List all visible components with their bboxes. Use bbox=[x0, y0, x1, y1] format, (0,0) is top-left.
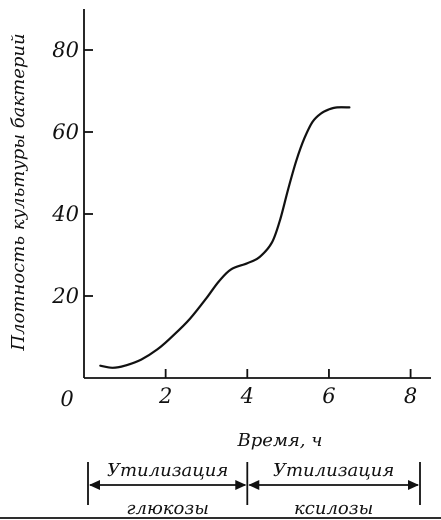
x-tick-label-8: 8 bbox=[404, 384, 417, 408]
y-axis-title: Плотность культуры бактерий bbox=[8, 33, 29, 351]
arrowhead-right-1 bbox=[235, 480, 247, 490]
arrowhead-right-2 bbox=[408, 480, 419, 490]
origin-label: 0 bbox=[60, 387, 73, 411]
growth-curve bbox=[99, 106, 351, 369]
y-tick-label-60: 60 bbox=[52, 120, 79, 144]
tick-group: 20 40 60 80 2 4 6 8 bbox=[51, 38, 417, 408]
arrowhead-left-2 bbox=[248, 480, 260, 490]
phase-label-bottom-2: ксилозы bbox=[294, 498, 373, 519]
x-tick-label-2: 2 bbox=[158, 384, 172, 408]
x-tick-label-6: 6 bbox=[322, 384, 335, 408]
y-tick-label-40: 40 bbox=[51, 202, 79, 226]
phase-label-top-2: Утилизация bbox=[273, 460, 394, 481]
arrowhead-left-1 bbox=[89, 480, 100, 490]
y-tick-label-20: 20 bbox=[51, 284, 79, 308]
x-tick-label-4: 4 bbox=[240, 384, 254, 408]
phase-label-bottom-1: глюкозы bbox=[126, 498, 208, 519]
x-axis-title: Время, ч bbox=[237, 430, 323, 451]
phase-bar: Утилизация глюкозы Утилизация ксилозы bbox=[87, 460, 421, 519]
y-tick-label-80: 80 bbox=[52, 38, 79, 62]
phase-label-top-1: Утилизация bbox=[107, 460, 228, 481]
